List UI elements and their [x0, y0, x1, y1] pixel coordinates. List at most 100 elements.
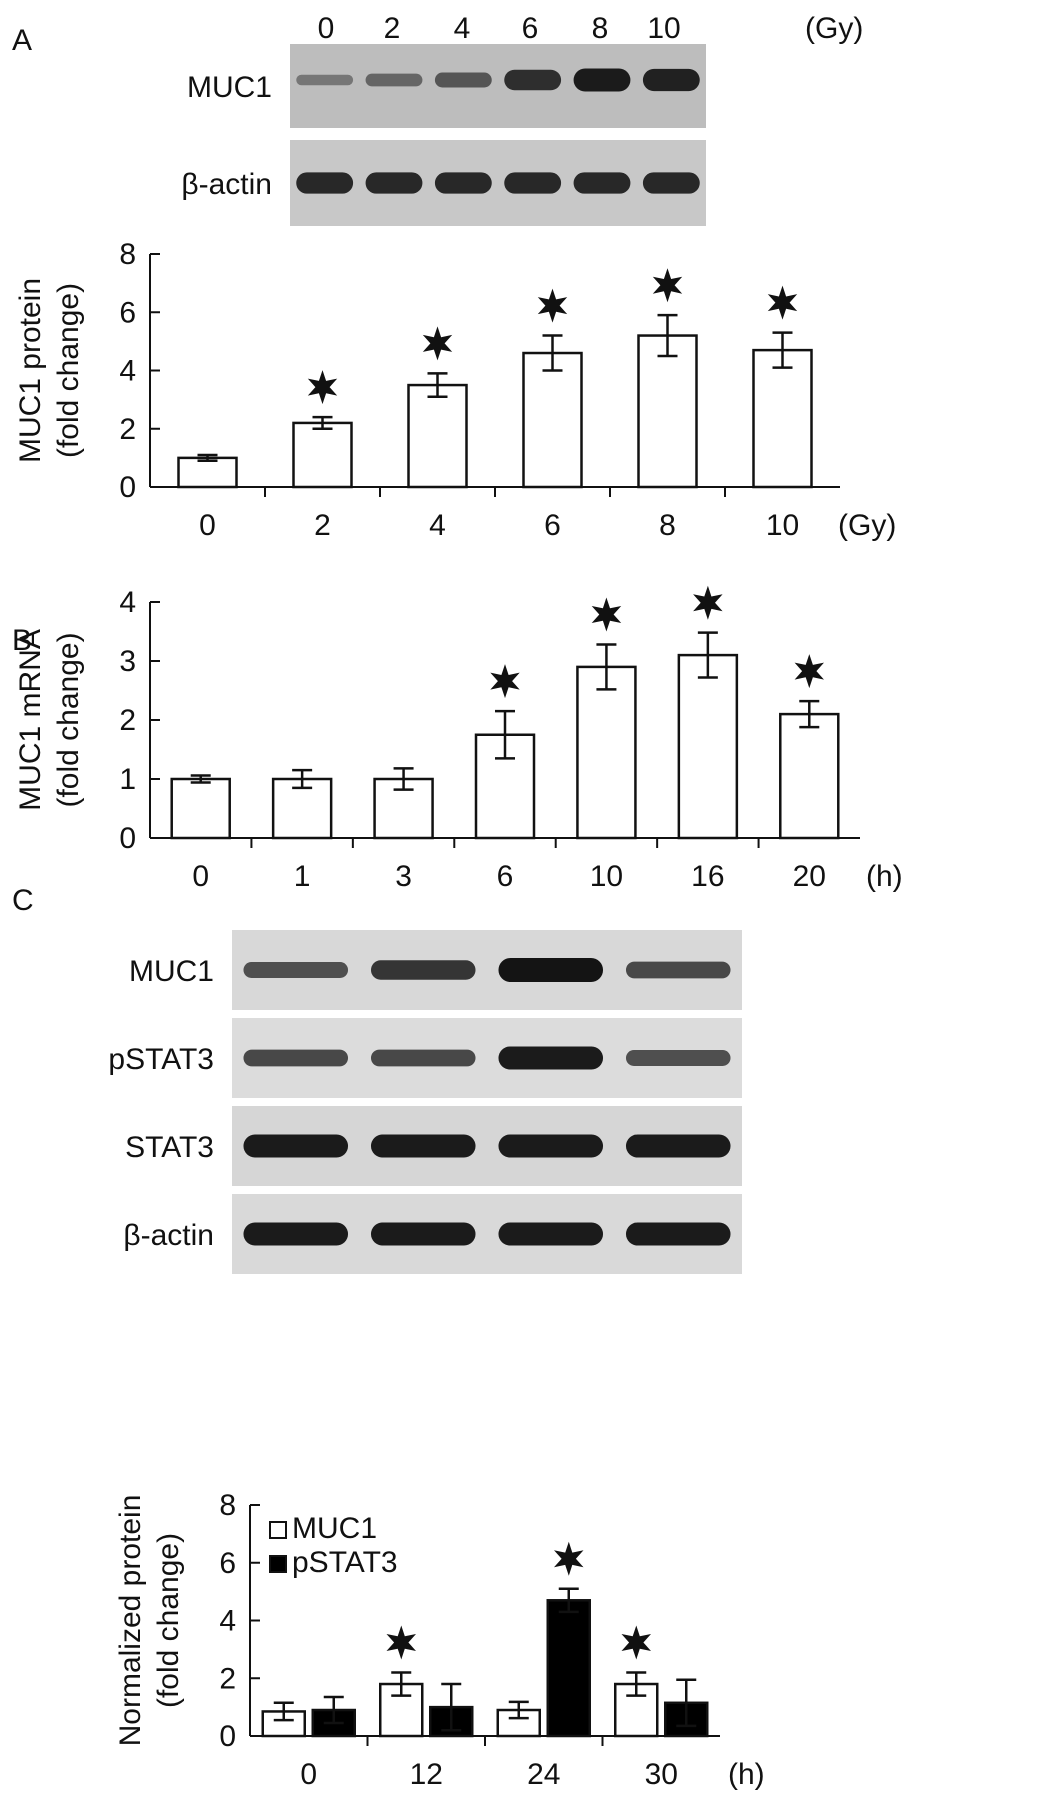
- y-tick-label: 3: [119, 645, 136, 678]
- x-tick-label: 0: [199, 509, 216, 542]
- blot-row: STAT3: [125, 1106, 742, 1186]
- y-tick-label: 4: [119, 586, 136, 619]
- blot-band: [625, 1134, 731, 1158]
- y-tick-label: 6: [119, 296, 136, 329]
- significance-star: [621, 1625, 651, 1660]
- legend-label: MUC1: [292, 1512, 377, 1545]
- blot-band: [642, 172, 700, 194]
- blot-band: [296, 172, 354, 194]
- blot-membrane: [290, 140, 706, 226]
- y-tick-label: 4: [119, 355, 136, 388]
- significance-star: [554, 1541, 584, 1576]
- panel-a-letter: A: [12, 24, 32, 57]
- blot-lane-label: 10: [647, 12, 680, 45]
- blot-band: [243, 1134, 349, 1158]
- significance-star: [422, 326, 453, 361]
- bar: [292, 421, 353, 489]
- blot-lane-label: 6: [522, 12, 539, 45]
- significance-star: [537, 288, 568, 323]
- x-tick-label: 24: [527, 1758, 560, 1791]
- x-unit-label: (h): [866, 860, 903, 893]
- blot-band: [365, 73, 423, 87]
- x-tick-label: 8: [659, 509, 676, 542]
- bar: [576, 665, 637, 840]
- blot-band: [370, 960, 476, 980]
- x-tick-label: 0: [300, 1758, 317, 1791]
- significance-star: [591, 597, 622, 632]
- bar: [779, 712, 840, 840]
- blot-a-rows: MUC1 β-actin: [181, 44, 706, 226]
- blot-a-lane-labels: 0 2 4 6 8 10: [318, 12, 681, 45]
- blot-row: pSTAT3: [108, 1018, 742, 1098]
- blot-band: [498, 1222, 604, 1246]
- blot-row: β-actin: [123, 1194, 742, 1274]
- bar: [170, 777, 231, 840]
- blot-band: [504, 69, 562, 91]
- blot-band: [573, 68, 631, 92]
- significance-star: [652, 268, 683, 303]
- blot-band: [243, 1049, 349, 1067]
- blot-band: [243, 962, 349, 978]
- panel-a-blot: 0 2 4 6 8 10 (Gy) MUC1 β-actin: [181, 12, 863, 226]
- blot-lane-label: 2: [384, 12, 401, 45]
- x-unit-label: (Gy): [838, 509, 896, 542]
- blot-row-label: pSTAT3: [108, 1043, 214, 1076]
- y-tick-label: 2: [219, 1662, 236, 1695]
- blot-membrane: [290, 44, 706, 128]
- x-tick-label: 4: [429, 509, 446, 542]
- blot-row-label: MUC1: [187, 71, 272, 104]
- panel-c-letter: C: [12, 884, 34, 917]
- blot-band: [365, 172, 423, 194]
- x-tick-label: 16: [691, 860, 724, 893]
- y-tick-label: 2: [119, 413, 136, 446]
- blot-band: [370, 1049, 476, 1067]
- bar: [177, 456, 238, 489]
- panel-b-chart: 0 1 2 3 4 MUC1 mRNA (fold change) 0 1 3 6 10 16 20 (h): [14, 585, 903, 893]
- blot-row-label: STAT3: [125, 1131, 214, 1164]
- y-axis-label: (fold change): [152, 1533, 185, 1708]
- y-tick-label: 8: [219, 1489, 236, 1522]
- y-axis-label: MUC1 mRNA: [14, 629, 47, 811]
- legend-label: pSTAT3: [292, 1546, 398, 1579]
- x-tick-label: 1: [294, 860, 311, 893]
- x-tick-label: 3: [395, 860, 412, 893]
- blot-band: [498, 1134, 604, 1158]
- blot-row: MUC1: [129, 930, 742, 1010]
- y-tick-label: 0: [119, 471, 136, 504]
- y-axis-label: Normalized protein: [114, 1495, 147, 1747]
- blot-row-label: MUC1: [129, 955, 214, 988]
- blot-row-label: β-actin: [181, 168, 272, 201]
- blot-band: [434, 72, 492, 88]
- blot-band: [504, 172, 562, 194]
- significance-star: [490, 664, 520, 699]
- x-tick-label: 10: [766, 509, 799, 542]
- blot-band: [625, 1050, 731, 1066]
- y-tick-label: 6: [219, 1547, 236, 1580]
- y-tick-label: 4: [219, 1605, 236, 1638]
- blot-band: [296, 74, 354, 86]
- blot-band: [370, 1222, 476, 1246]
- blot-lane-label: 8: [592, 12, 609, 45]
- significance-star: [693, 585, 723, 620]
- x-tick-label: 12: [410, 1758, 443, 1791]
- blot-band: [498, 1046, 604, 1070]
- legend-swatch: [269, 1521, 287, 1539]
- bar: [407, 383, 468, 489]
- blot-band: [243, 1222, 349, 1246]
- blot-lane-label: 0: [318, 12, 335, 45]
- x-tick-label: 6: [544, 509, 561, 542]
- blot-band: [625, 1222, 731, 1246]
- blot-band: [573, 172, 631, 194]
- x-tick-label: 30: [645, 1758, 678, 1791]
- blot-band: [370, 1134, 476, 1158]
- y-tick-label: 1: [119, 763, 136, 796]
- blot-a-unit: (Gy): [805, 12, 863, 45]
- significance-star: [794, 654, 824, 689]
- y-axis-label: MUC1 protein: [14, 278, 47, 463]
- blot-row-label: β-actin: [123, 1219, 214, 1252]
- bar: [546, 1599, 591, 1738]
- significance-star: [307, 370, 338, 405]
- bar: [752, 348, 813, 489]
